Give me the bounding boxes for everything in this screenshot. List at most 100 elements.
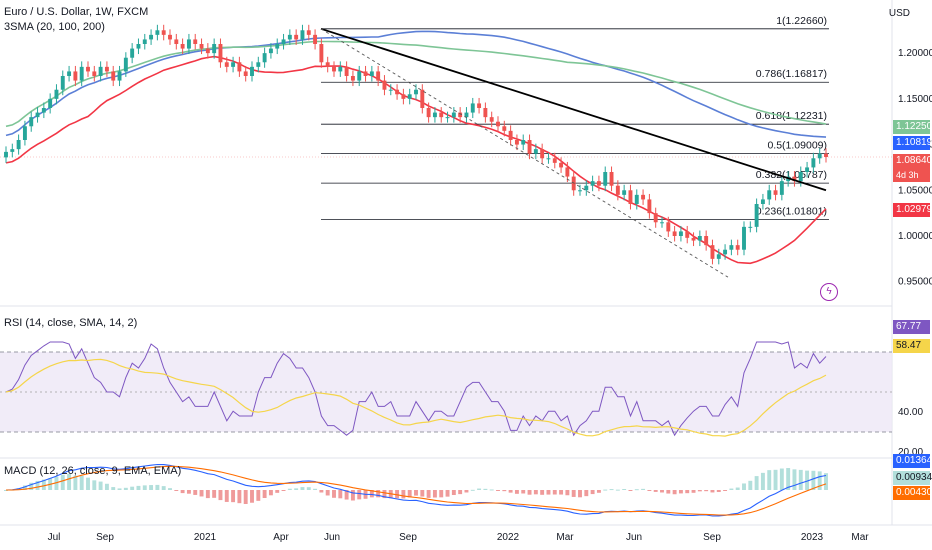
macd-histogram-bar: [268, 490, 273, 496]
candle-body: [250, 66, 254, 76]
trend-lines[interactable]: [320, 27, 827, 278]
time-axis-tick: 2022: [497, 532, 520, 543]
macd-histogram-bar: [414, 490, 418, 496]
axes: 1.200001.150001.100001.050001.000000.950…: [48, 48, 932, 543]
candle-body: [193, 39, 198, 44]
macd-histogram-bar: [155, 484, 160, 490]
price-tag: 1.10819: [893, 136, 932, 150]
macd-histogram-bar: [161, 486, 166, 490]
candle-body: [603, 172, 608, 186]
macd-histogram-bar: [742, 483, 746, 490]
candle-body: [155, 30, 160, 35]
macd-histogram-bar: [748, 480, 753, 490]
candle-body: [338, 66, 343, 72]
macd-histogram-bar: [565, 490, 570, 496]
macd-histogram-bar: [704, 490, 709, 492]
candle-body: [716, 254, 721, 259]
macd-histogram-bar: [22, 485, 27, 490]
candle-body: [552, 158, 557, 163]
candle-body: [660, 222, 664, 224]
candle-body: [262, 53, 267, 63]
candle-body: [363, 71, 368, 76]
candle-body: [104, 66, 109, 72]
macd-histogram-bar: [212, 490, 217, 498]
macd-histogram-bar: [350, 490, 355, 501]
rsi-legend[interactable]: RSI (14, close, SMA, 14, 2): [4, 317, 138, 329]
rsi-axis-tick: 20.00: [898, 447, 923, 458]
candle-body: [609, 172, 614, 186]
candle-body: [742, 226, 746, 250]
candle-body: [779, 181, 784, 195]
candlesticks[interactable]: [4, 24, 828, 265]
candle-body: [798, 172, 803, 182]
macd-histogram-bar: [395, 490, 400, 499]
candle-body: [483, 108, 488, 118]
candle-body: [243, 71, 248, 76]
macd-histogram-bar: [678, 490, 683, 494]
macd-histogram-bar: [445, 490, 450, 497]
candle-body: [496, 121, 500, 127]
time-axis-tick: Sep: [96, 532, 114, 543]
candle-body: [41, 108, 46, 113]
candle-body: [622, 190, 627, 195]
macd-histogram-bar: [174, 490, 179, 491]
candle-body: [502, 126, 507, 131]
macd-histogram-bar: [647, 490, 652, 491]
macd-histogram-bar: [287, 488, 292, 490]
macd-histogram-bar: [338, 490, 343, 499]
rsi-ma-line: [5, 358, 827, 437]
macd-histogram-bar: [584, 490, 589, 497]
candle-body: [508, 130, 513, 140]
candle-body: [268, 48, 273, 54]
macd-histogram-bar: [514, 490, 519, 494]
macd-histogram-bar: [123, 487, 128, 490]
candle-body: [817, 153, 822, 159]
macd-histogram-bar: [237, 490, 242, 504]
candle-body: [470, 103, 475, 113]
candle-body: [754, 204, 759, 227]
candle-body: [212, 44, 217, 54]
macd-histogram-bar: [666, 490, 671, 494]
macd-histogram-bar: [464, 490, 469, 493]
candle-body: [590, 181, 595, 186]
candle-body: [382, 80, 387, 90]
candle-body: [666, 222, 671, 232]
candle-body: [35, 112, 40, 118]
macd-histogram-bar: [685, 490, 690, 494]
candle-body: [514, 140, 519, 145]
symbol-legend[interactable]: Euro / U.S. Dollar, 1W, FXCM 3SMA (20, 1…: [4, 6, 148, 33]
macd-histogram-bar: [470, 489, 475, 491]
candle-body: [16, 140, 21, 150]
symbol-title: Euro / U.S. Dollar, 1W, FXCM: [4, 6, 149, 18]
candle-body: [521, 140, 526, 145]
macd-histogram-bar: [111, 487, 116, 490]
lightning-icon[interactable]: ϟ: [820, 283, 838, 301]
macd-histogram-bar: [496, 490, 500, 491]
candle-body: [376, 71, 381, 81]
macd-legend[interactable]: MACD (12, 26, close, 9, EMA, EMA): [4, 465, 182, 477]
macd-histogram-bar: [773, 469, 778, 490]
candle-body: [578, 190, 582, 192]
fibonacci-levels[interactable]: 1(1.22660) 0.786(1.16817) 0.618(1.12231) 0.…: [0, 15, 892, 220]
macd-histogram-bar: [306, 487, 311, 490]
macd-histogram-bar: [432, 490, 437, 498]
macd-line: [5, 463, 827, 517]
macd-histogram-bar: [754, 476, 759, 490]
time-axis-tick: Jun: [626, 532, 642, 543]
sma-lines: [5, 30, 827, 265]
macd-histogram-bar: [98, 481, 103, 490]
candle-body: [792, 176, 797, 182]
macd-histogram-bar: [672, 490, 677, 495]
candle-body: [73, 71, 78, 81]
candle-body: [4, 151, 8, 158]
candle-body: [388, 89, 393, 91]
candle-body: [123, 57, 128, 72]
fib-level-label: 0.382(1.05787): [756, 169, 827, 181]
time-axis-tick: Apr: [273, 532, 289, 543]
candle-body: [432, 112, 437, 118]
candle-body: [760, 199, 765, 204]
macd-histogram-bar: [559, 490, 564, 495]
macd-histogram-bar: [130, 486, 135, 490]
price-tag: 67.77: [893, 320, 930, 334]
